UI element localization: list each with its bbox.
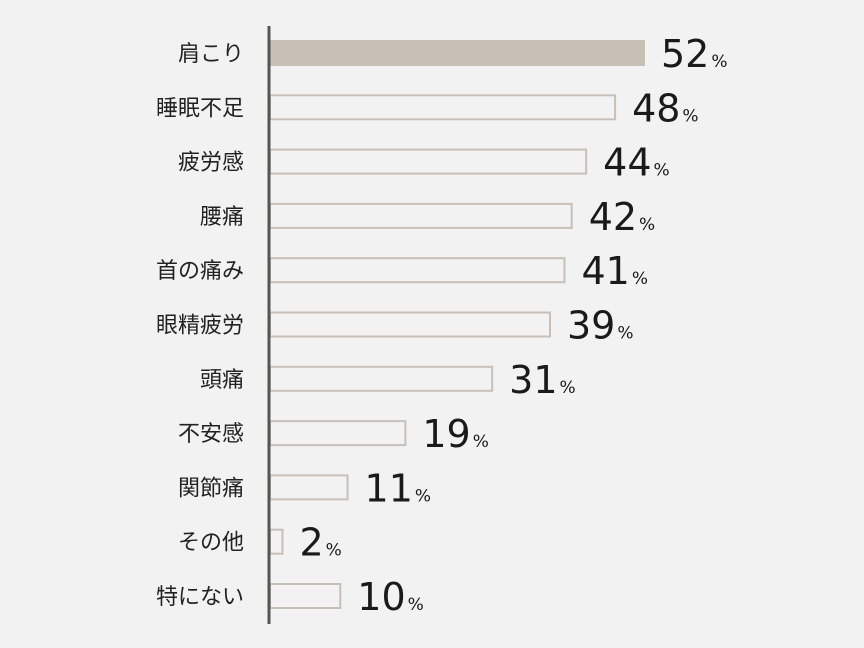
bar-5	[269, 311, 551, 338]
bar-3	[269, 202, 573, 229]
category-label: 腰痛	[200, 205, 244, 230]
value-number: 39	[567, 304, 615, 348]
value-unit: %	[408, 595, 424, 615]
value-number: 2	[299, 521, 323, 565]
value-label: 11%	[365, 466, 432, 510]
value-label: 31%	[509, 358, 576, 402]
bar-8	[269, 474, 349, 501]
value-label: 41%	[581, 249, 648, 293]
category-label: 首の痛み	[156, 259, 244, 284]
category-label: 肩こり	[178, 42, 244, 67]
value-unit: %	[473, 432, 489, 452]
value-label: 10%	[357, 575, 424, 619]
bar-2	[269, 148, 588, 175]
category-label: 関節痛	[178, 476, 244, 501]
bar-7	[269, 420, 407, 447]
value-unit: %	[560, 378, 576, 398]
bar-1	[269, 94, 617, 121]
bar-9	[269, 528, 284, 555]
category-label: 疲労感	[178, 151, 244, 176]
value-number: 41	[581, 249, 629, 293]
value-label: 2%	[299, 521, 341, 565]
value-number: 11	[365, 466, 413, 510]
value-unit: %	[682, 106, 698, 126]
value-label: 48%	[632, 86, 699, 130]
value-number: 48	[632, 86, 680, 130]
value-label: 44%	[603, 141, 670, 185]
bar-0	[269, 40, 645, 66]
value-number: 42	[589, 195, 637, 239]
category-label: 眼精疲労	[156, 314, 244, 339]
value-number: 44	[603, 141, 651, 185]
value-number: 19	[422, 412, 470, 456]
value-labels-group: 52 %48 %44 %42 %41 %39 %31 %19 %11 %2 %10%	[299, 32, 727, 619]
bar-6	[269, 365, 494, 392]
category-label: 睡眠不足	[156, 96, 244, 121]
value-number: 52	[661, 32, 709, 76]
category-label: 特にない	[156, 585, 244, 610]
bar-10	[269, 583, 342, 609]
value-label: 42%	[589, 195, 656, 239]
bars-group	[269, 40, 645, 609]
category-label: その他	[178, 531, 244, 556]
value-unit: %	[639, 215, 655, 235]
value-label: 19%	[422, 412, 489, 456]
value-label: 52%	[661, 32, 728, 76]
value-number: 10	[357, 575, 405, 619]
value-unit: %	[326, 541, 342, 561]
bar-4	[269, 257, 566, 284]
value-unit: %	[711, 52, 727, 72]
value-unit: %	[415, 486, 431, 506]
value-unit: %	[617, 324, 633, 344]
value-unit: %	[632, 269, 648, 289]
value-number: 31	[509, 358, 557, 402]
value-label: 39%	[567, 304, 634, 348]
value-unit: %	[654, 161, 670, 181]
category-label: 不安感	[178, 422, 244, 447]
category-label: 頭痛	[200, 368, 244, 393]
